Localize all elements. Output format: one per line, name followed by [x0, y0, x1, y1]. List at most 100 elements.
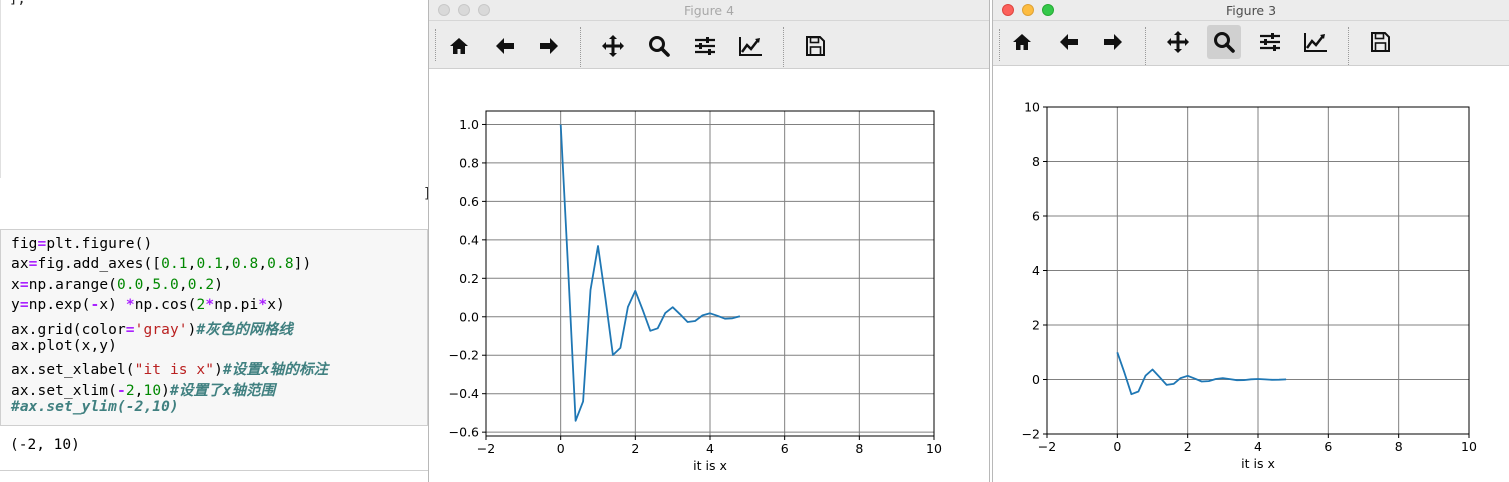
figure-3-window[interactable]: Figure 3 −2 0 2 4 6 8 10 −2 0 2 4 6 8 10 it is x: [992, 0, 1509, 482]
code-line: ax.set_xlim(-2,10)#设置了x轴范围: [11, 379, 275, 400]
x-tick-label: 8: [855, 441, 863, 456]
home-button[interactable]: [442, 29, 476, 63]
code-token: *: [258, 297, 268, 314]
minimize-window-button[interactable]: [458, 4, 470, 16]
figure-4-titlebar[interactable]: Figure 4: [429, 0, 989, 21]
save-button[interactable]: [1363, 25, 1397, 59]
code-line: ax=fig.add_axes([0.1,0.1,0.8,0.8]): [11, 256, 311, 272]
figure-4-plot[interactable]: −2 0 2 4 6 8 10 −0.6 −0.4 −0.2 0.0 0.2 0.4 0.6 0.8 1.0 i…: [429, 69, 989, 482]
x-tick-label: 6: [781, 441, 789, 456]
series-line: [559, 124, 741, 422]
code-token: ): [214, 276, 224, 293]
close-window-button[interactable]: [438, 4, 450, 16]
code-line: ax.grid(color='gray')#灰色的网格线: [11, 318, 293, 339]
back-arrow-button[interactable]: [488, 29, 522, 63]
pan-button[interactable]: [596, 29, 630, 63]
code-line: x=np.arange(0.0,5.0,0.2): [11, 277, 223, 293]
jupyter-notebook: ], ] fig=plt.figure()ax=fig.add_axes([0.…: [0, 0, 430, 482]
figure-3-titlebar[interactable]: Figure 3: [993, 0, 1509, 21]
code-token: 0.2: [187, 276, 215, 293]
code-token: #设置了x轴范围: [170, 382, 276, 399]
edit-axes-button[interactable]: [734, 29, 768, 63]
x-tick-label: −2: [477, 441, 495, 456]
code-token: *: [125, 297, 135, 314]
edit-axes-button[interactable]: [1299, 25, 1333, 59]
figure-3-toolbar: [993, 21, 1509, 67]
code-token: #灰色的网格线: [196, 321, 293, 338]
toolbar-grip[interactable]: [999, 29, 1000, 61]
zoom-button[interactable]: [1207, 25, 1241, 59]
subplots-button[interactable]: [1253, 25, 1287, 59]
home-button[interactable]: [1005, 25, 1039, 59]
code-token: ,: [222, 256, 232, 273]
minimize-window-button[interactable]: [1022, 4, 1034, 16]
previous-output-bracket: ]: [423, 186, 430, 202]
code-token: 0.8: [231, 256, 259, 273]
forward-arrow-button[interactable]: [532, 29, 566, 63]
code-token: ax.set_xlim(: [11, 382, 117, 399]
code-token: x: [11, 276, 20, 293]
forward-arrow-button[interactable]: [1096, 25, 1130, 59]
x-tick-label: −2: [1038, 439, 1056, 454]
next-cell[interactable]: [0, 470, 430, 482]
y-tick-label: −0.4: [449, 386, 479, 401]
close-window-button[interactable]: [1002, 4, 1014, 16]
code-token: plt.figure(): [46, 236, 153, 252]
code-token: np.arange(: [28, 276, 117, 293]
code-token: =: [19, 297, 29, 314]
code-token: 2: [196, 297, 206, 314]
save-button[interactable]: [798, 29, 832, 63]
code-token: "it is x": [134, 362, 215, 379]
pan-button[interactable]: [1161, 25, 1195, 59]
y-tick-label: 0.0: [459, 309, 479, 324]
code-token: =: [125, 321, 135, 338]
code-token: *: [205, 297, 215, 314]
y-tick-label: 0: [1032, 372, 1040, 387]
zoom-window-button[interactable]: [1042, 4, 1054, 16]
code-token: fig: [11, 236, 38, 252]
code-token: ): [161, 382, 171, 399]
code-token: ax.set_xlabel(: [11, 362, 135, 379]
x-axis-label: it is x: [1241, 456, 1275, 471]
x-tick-label: 0: [1113, 439, 1121, 454]
toolbar-separator: [580, 27, 581, 67]
toolbar-separator: [1145, 27, 1146, 67]
back-arrow-button[interactable]: [1052, 25, 1086, 59]
figure-4-toolbar: [429, 21, 989, 69]
save-icon: [1369, 31, 1391, 53]
y-tick-label: 8: [1032, 154, 1040, 169]
y-tick-label: −0.6: [449, 425, 479, 440]
code-token: ,: [134, 382, 144, 399]
zoom-button[interactable]: [642, 29, 676, 63]
zoom-window-button[interactable]: [478, 4, 490, 16]
figure-4-window[interactable]: Figure 4 −2 0 2 4 6 8 10 −0.6 −0.4 −0.2 0.0 0.2 0.4 0…: [428, 0, 990, 482]
toolbar-grip[interactable]: [435, 29, 436, 61]
y-tick-label: 1.0: [459, 117, 479, 132]
code-token: #ax.set_ylim(-2,10): [11, 399, 179, 416]
x-tick-label: 6: [1324, 439, 1332, 454]
toolbar-separator: [1348, 27, 1349, 67]
code-line: fig=plt.figure(): [11, 236, 152, 252]
code-line: ax.set_xlabel("it is x")#设置x轴的标注: [11, 358, 328, 379]
forward-arrow-icon: [1102, 32, 1124, 52]
code-token: =: [19, 276, 29, 293]
code-token: -: [90, 297, 100, 314]
code-token: np.pi: [214, 297, 259, 314]
code-line: #ax.set_ylim(-2,10): [11, 399, 179, 415]
subplots-icon: [1258, 31, 1282, 53]
y-tick-label: 2: [1032, 318, 1040, 333]
code-token: ,: [258, 256, 268, 273]
zoom-icon: [647, 34, 671, 58]
x-tick-label: 2: [631, 441, 639, 456]
code-token: ax: [11, 256, 29, 273]
code-token: y: [11, 297, 20, 314]
code-token: ]): [293, 256, 312, 273]
edit-axes-icon: [1303, 31, 1329, 53]
figure-3-plot[interactable]: −2 0 2 4 6 8 10 −2 0 2 4 6 8 10 it is x: [993, 66, 1509, 482]
y-tick-label: 0.4: [459, 232, 479, 247]
subplots-button[interactable]: [688, 29, 722, 63]
code-cell-editor[interactable]: fig=plt.figure() ax=fig.add_axes([0.1,0.1…: [0, 229, 428, 426]
home-icon: [448, 36, 470, 56]
code-token: x): [99, 297, 126, 314]
previous-cell-output: ],: [0, 0, 426, 178]
